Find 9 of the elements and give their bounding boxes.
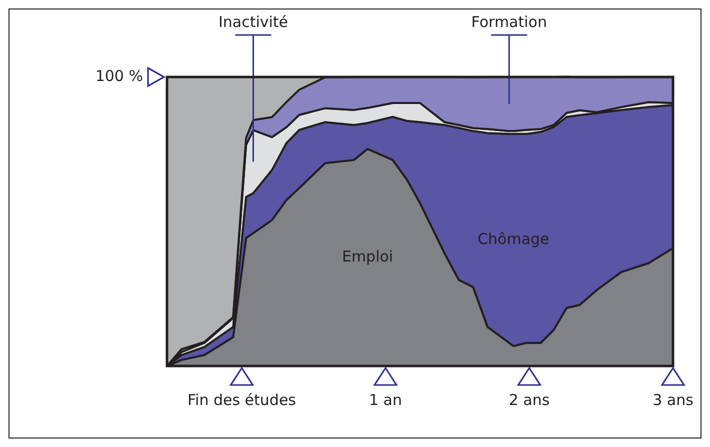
series-label: Chômage	[478, 230, 550, 248]
x-tick-label: 1 an	[368, 391, 402, 409]
x-tick-label: 3 ans	[652, 391, 694, 409]
x-tick-label: 2 ans	[508, 391, 550, 409]
x-tick-label: Fin des études	[188, 391, 296, 409]
text: Formation	[471, 13, 547, 31]
series-label: Emploi	[342, 248, 394, 266]
y-tick-label: 100 %	[95, 67, 143, 86]
text: Inactivité	[218, 13, 288, 31]
